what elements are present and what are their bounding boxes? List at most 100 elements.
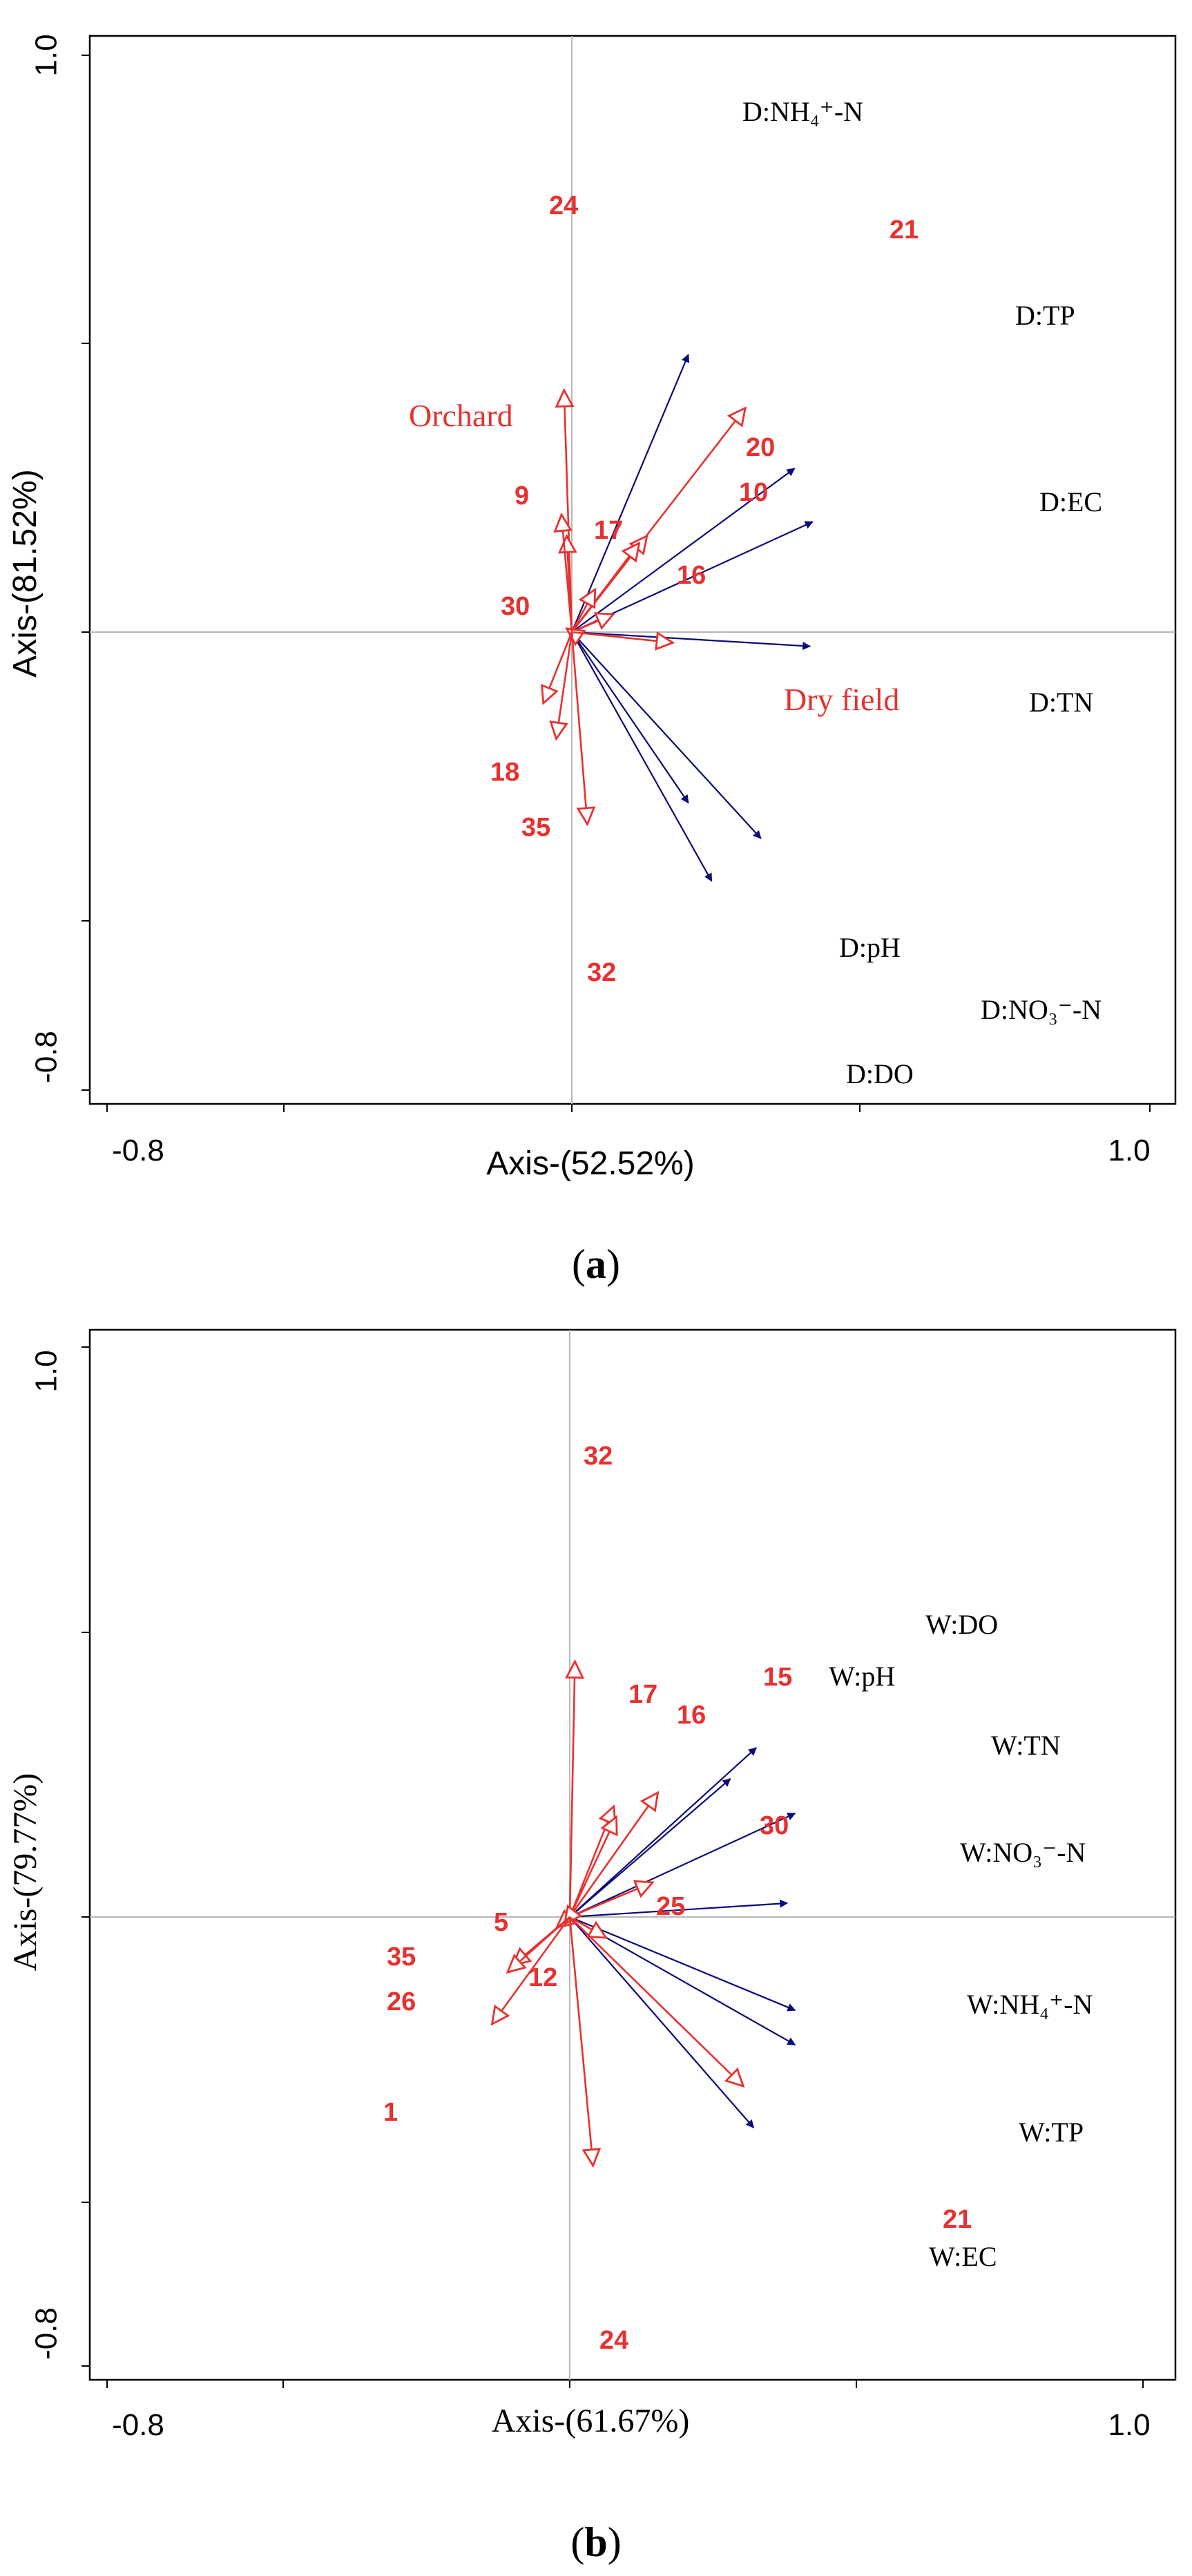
site-vector-dry-field xyxy=(571,631,673,642)
env-vector-d-ph xyxy=(571,631,689,804)
panel-b-x-tick-label-left: -0.8 xyxy=(112,2408,164,2442)
env-label-d-do: D:DO xyxy=(846,1058,914,1089)
env-label-w-ph: W:pH xyxy=(829,1661,895,1692)
panel-b-y-tick-label-top: 1.0 xyxy=(30,1350,64,1392)
panel-a-x-tick-label-right: 1.0 xyxy=(1108,1134,1150,1167)
site-vector-32 xyxy=(570,1661,575,1918)
env-vector-w-do xyxy=(569,1747,757,1918)
site-label-1: 1 xyxy=(383,2098,398,2127)
site-label-9: 9 xyxy=(515,481,529,511)
site-vector-21 xyxy=(569,1916,743,2086)
site-vector-15 xyxy=(568,1793,658,1918)
panel-b-plot-area xyxy=(88,1328,1177,2381)
env-label-w-ec: W:EC xyxy=(929,2241,997,2272)
panel-a-site-labels: 24 21 20 10 17 16 9 30 18 35 32 xyxy=(490,191,919,987)
site-label-21: 21 xyxy=(943,2205,972,2234)
env-vector-d-nh-n xyxy=(570,354,690,633)
site-vector-18 xyxy=(544,631,573,703)
panel-a-caption: (a) xyxy=(572,1241,620,1287)
env-vector-d-tp xyxy=(571,468,796,633)
env-vector-w-ph xyxy=(569,1778,731,1918)
panel-a-factor-labels: Orchard Dry field xyxy=(409,398,899,717)
site-label-32: 32 xyxy=(587,958,616,987)
site-label-16: 16 xyxy=(677,561,706,590)
panel-a-x-ticks xyxy=(106,1104,1151,1112)
site-label-20: 20 xyxy=(746,433,775,462)
site-vector-1 xyxy=(492,1916,571,2024)
site-label-30: 30 xyxy=(760,1811,789,1840)
site-label-17: 17 xyxy=(628,1680,657,1709)
panel-a-y-tick-label-bottom: -0.8 xyxy=(30,1031,64,1083)
env-label-w-tn: W:TN xyxy=(991,1730,1061,1761)
site-vector-32 xyxy=(570,631,588,824)
site-vector-30 xyxy=(569,1882,653,1918)
panel-b-caption-letter: b xyxy=(584,2519,607,2565)
env-vector-w-ec xyxy=(569,1916,755,2128)
panel-a-caption-letter: a xyxy=(586,1241,606,1287)
panel-b-env-labels: W:DO W:pH W:TN W:NO₃⁻-N W:NH₄⁺-N W:TP W:… xyxy=(829,1609,1093,2272)
site-vector-35 xyxy=(557,631,573,739)
panel-b-x-tick-label-right: 1.0 xyxy=(1108,2408,1150,2442)
site-label-25: 25 xyxy=(656,1892,685,1921)
site-label-30: 30 xyxy=(501,592,530,621)
env-vector-w-tn xyxy=(569,1813,796,1918)
panel-b-y-ticks xyxy=(81,1346,90,2367)
panel-a-env-labels: D:NH₄⁺-N D:TP D:EC D:TN D:NO₃⁻-N D:pH D:… xyxy=(742,96,1102,1089)
env-label-w-nh4n: W:NH₄⁺-N xyxy=(967,1989,1093,2020)
env-label-d-nh4n: D:NH₄⁺-N xyxy=(742,96,863,127)
panel-b-x-axis-label: Axis-(61.67%) xyxy=(492,2403,690,2439)
env-vector-w-no-n xyxy=(569,1899,789,1918)
site-label-21: 21 xyxy=(890,216,919,245)
panel-a-y-tick-label-top: 1.0 xyxy=(30,34,64,76)
panel-b: 1.0 -0.8 -0.8 1.0 Axis-(61.67%) Axis-(79… xyxy=(7,1328,1177,2565)
site-label-15: 15 xyxy=(763,1663,792,1692)
site-label-26: 26 xyxy=(387,1987,416,2016)
env-label-d-tn: D:TN xyxy=(1029,687,1093,718)
site-vector-17 xyxy=(570,589,595,633)
panel-a-y-ticks xyxy=(81,55,90,1091)
site-label-32: 32 xyxy=(584,1442,613,1471)
env-vector-d-tn xyxy=(571,631,811,650)
panel-a-y-axis-label: Axis-(81.52%) xyxy=(7,469,44,677)
panel-a: 1.0 -0.8 -0.8 1.0 Axis-(52.52%) Axis-(81… xyxy=(7,34,1177,1287)
site-label-16: 16 xyxy=(677,1701,706,1730)
site-label-5: 5 xyxy=(494,1908,508,1937)
site-vector-16 xyxy=(568,1817,617,1918)
env-label-w-do: W:DO xyxy=(925,1609,998,1640)
site-vector-orchard xyxy=(561,515,573,633)
env-label-w-tp: W:TP xyxy=(1019,2117,1084,2148)
panel-b-caption: (b) xyxy=(570,2519,621,2565)
panel-a-site-vectors xyxy=(544,390,746,824)
panel-b-site-vectors xyxy=(492,1661,744,2166)
panel-b-y-axis-label: Axis-(79.77%) xyxy=(7,1773,44,1972)
env-label-d-no3n: D:NO₃⁻-N xyxy=(981,994,1102,1025)
factor-label-orchard: Orchard xyxy=(409,398,513,433)
site-label-10: 10 xyxy=(739,478,768,507)
site-vector-10 xyxy=(570,543,640,633)
site-label-24: 24 xyxy=(599,2326,628,2355)
site-label-35: 35 xyxy=(387,1943,416,1972)
panel-b-site-labels: 32 17 16 15 30 25 5 12 35 26 1 21 24 xyxy=(383,1442,972,2355)
site-label-18: 18 xyxy=(490,758,519,787)
panel-a-plot-area xyxy=(88,35,1177,1105)
env-vector-w-nh-n xyxy=(569,1916,796,2012)
factor-label-dry-field: Dry field xyxy=(784,682,899,717)
env-label-w-no3n: W:NO₃⁻-N xyxy=(960,1837,1086,1868)
panel-b-env-vectors xyxy=(569,1747,796,2128)
site-label-12: 12 xyxy=(528,1963,557,1992)
env-label-d-ph: D:pH xyxy=(839,932,901,963)
env-vector-d-no-n xyxy=(571,631,762,839)
site-label-24: 24 xyxy=(549,191,578,220)
panel-a-x-tick-label-left: -0.8 xyxy=(112,1134,164,1167)
panel-b-y-tick-label-bottom: -0.8 xyxy=(30,2307,64,2360)
site-label-17: 17 xyxy=(594,516,623,545)
panel-b-x-ticks xyxy=(106,2380,1144,2388)
site-vector-26 xyxy=(508,1916,570,1972)
panel-a-env-vectors xyxy=(570,354,814,882)
panel-a-x-axis-label: Axis-(52.52%) xyxy=(486,1145,694,1182)
env-label-d-tp: D:TP xyxy=(1015,300,1075,331)
env-vector-d-do xyxy=(571,631,713,882)
site-label-35: 35 xyxy=(521,813,550,842)
env-label-d-ec: D:EC xyxy=(1039,486,1102,517)
